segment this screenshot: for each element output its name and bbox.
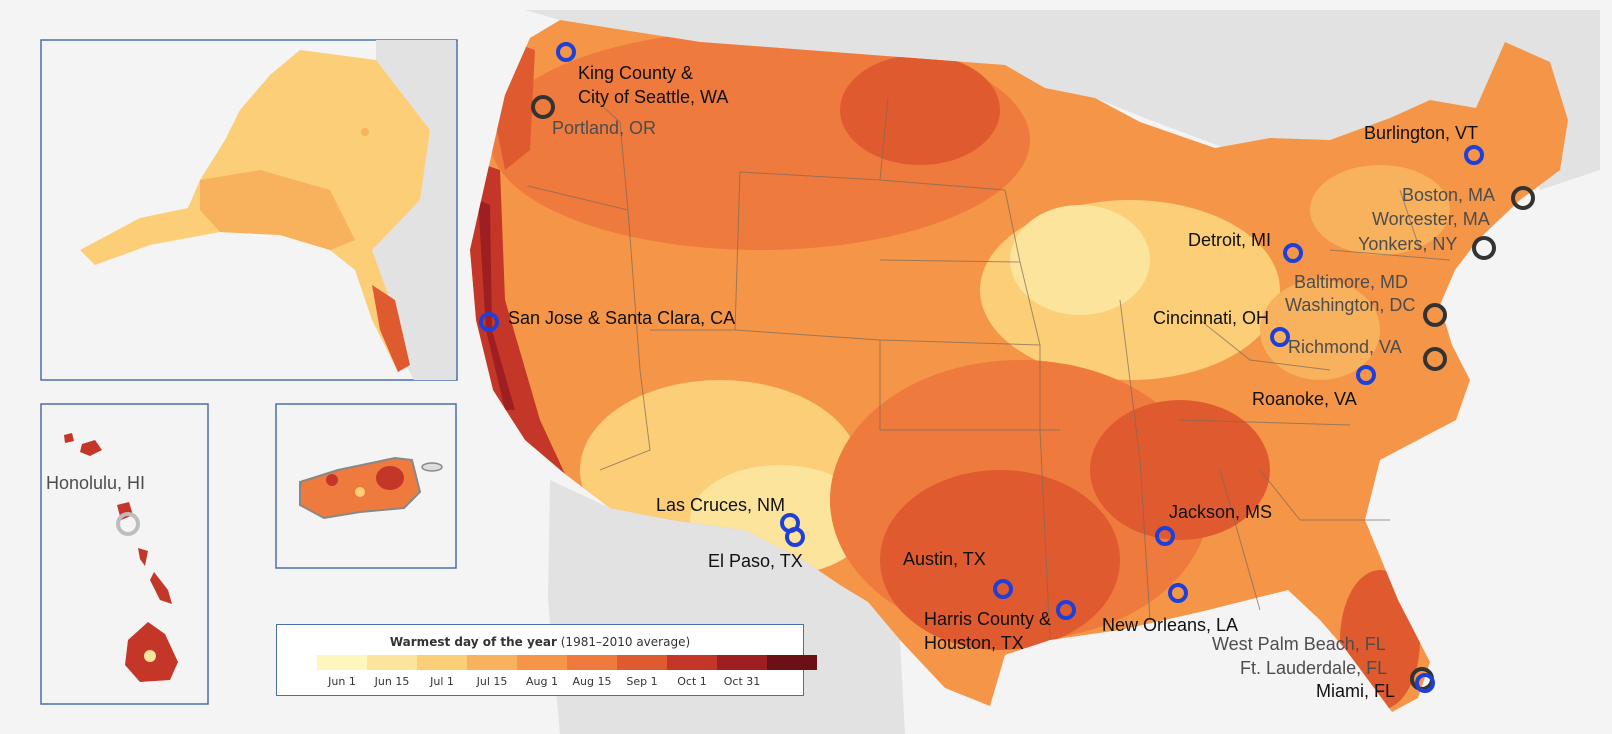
city-label: Burlington, VT [1364, 121, 1478, 145]
legend-tick-label: Jun 15 [374, 675, 410, 688]
legend-tick-label: Oct 1 [677, 675, 707, 688]
legend-tick-label: Sep 1 [626, 675, 658, 688]
legend-color-bar [317, 655, 817, 670]
city-marker-circle [556, 42, 576, 62]
legend-swatch [567, 655, 617, 670]
city-label: Baltimore, MD [1294, 270, 1408, 294]
city-label-line: El Paso, TX [708, 551, 803, 571]
city-marker-circle [1472, 236, 1496, 260]
city-label: Worcester, MA [1372, 207, 1490, 231]
legend-swatch [467, 655, 517, 670]
city-label: Jackson, MS [1169, 500, 1272, 524]
city-label: Detroit, MI [1188, 228, 1271, 252]
city-label-line: Baltimore, MD [1294, 272, 1409, 292]
legend-title-line: Warmest day of the year (1981–2010 avera… [277, 635, 803, 649]
city-marker-circle [1270, 327, 1290, 347]
city-marker-circle [531, 95, 555, 119]
city-label-line: San Jose & Santa Clara, CA [508, 308, 736, 328]
city-label-line: West Palm Beach, FL [1212, 634, 1386, 654]
city-label: Portland, OR [552, 116, 656, 140]
city-label-line: Ft. Lauderdale, FL [1240, 658, 1388, 678]
city-label-line: Worcester, MA [1372, 209, 1490, 229]
legend-swatch [667, 655, 717, 670]
city-label-line: Honolulu, HI [46, 473, 146, 493]
legend-subtitle: (1981–2010 average) [560, 635, 691, 649]
city-marker-circle [1168, 583, 1188, 603]
legend: Warmest day of the year (1981–2010 avera… [276, 624, 817, 696]
city-label-line: Detroit, MI [1188, 230, 1272, 250]
legend-title: Warmest day of the year [389, 635, 557, 649]
city-label: King County & City of Seattle, WA [578, 61, 728, 109]
legend-swatch [517, 655, 567, 670]
state-borders [527, 94, 1451, 641]
city-label: Las Cruces, NM [656, 493, 785, 517]
city-marker-circle [1356, 365, 1376, 385]
city-label-line: Boston, MA [1402, 185, 1496, 205]
city-label-line: New Orleans, LA [1102, 615, 1239, 635]
hawaii-inset [40, 403, 209, 705]
legend-tick-label: Aug 1 [526, 675, 558, 688]
city-label-line: City of Seattle, WA [578, 87, 729, 107]
city-marker-circle [1423, 347, 1447, 371]
legend-swatch [317, 655, 367, 670]
legend-swatch [617, 655, 667, 670]
city-marker-circle [479, 312, 499, 332]
city-marker-circle [116, 512, 140, 536]
city-label-line: Las Cruces, NM [656, 495, 786, 515]
legend-tick-label: Jun 1 [328, 675, 356, 688]
legend-tick-label: Oct 31 [723, 675, 761, 688]
puerto-rico-inset [275, 403, 457, 569]
city-label-line: Yonkers, NY [1358, 234, 1458, 254]
city-label: Miami, FL [1316, 679, 1395, 703]
city-label: Austin, TX [903, 547, 986, 571]
city-label: San Jose & Santa Clara, CA [508, 306, 735, 330]
city-label: Honolulu, HI [46, 471, 145, 495]
city-marker-circle [993, 579, 1013, 599]
city-label: El Paso, TX [708, 549, 803, 573]
legend-swatch [767, 655, 817, 670]
legend-swatch [717, 655, 767, 670]
legend-tick-label: Aug 15 [572, 675, 612, 688]
city-label: West Palm Beach, FL [1212, 632, 1386, 656]
city-label: New Orleans, LA [1102, 613, 1238, 637]
legend-tick-label: Jul 15 [476, 675, 508, 688]
legend-swatch [417, 655, 467, 670]
city-label: Washington, DC [1285, 293, 1415, 317]
city-label-line: Austin, TX [903, 549, 986, 569]
city-label-line: Burlington, VT [1364, 123, 1479, 143]
city-marker-circle [785, 527, 805, 547]
canada-land [525, 10, 1600, 190]
city-marker-circle [1423, 303, 1447, 327]
city-label-line: Richmond, VA [1288, 337, 1402, 357]
alaska-inset [40, 39, 458, 381]
city-label-line: Washington, DC [1285, 295, 1416, 315]
city-marker-circle [1056, 600, 1076, 620]
city-marker-circle [1283, 243, 1303, 263]
city-label-line: Harris County & [924, 609, 1052, 629]
city-marker-circle [1464, 145, 1484, 165]
city-label-line: Portland, OR [552, 118, 657, 138]
city-label-line: Jackson, MS [1169, 502, 1273, 522]
city-marker-circle [1415, 673, 1435, 693]
city-label: Cincinnati, OH [1153, 306, 1269, 330]
city-label: Boston, MA [1402, 183, 1495, 207]
city-label-line: Houston, TX [924, 633, 1024, 653]
city-label: Roanoke, VA [1252, 387, 1357, 411]
city-label: Yonkers, NY [1358, 232, 1457, 256]
city-label-line: Roanoke, VA [1252, 389, 1357, 409]
legend-swatch [367, 655, 417, 670]
city-label: Richmond, VA [1288, 335, 1402, 359]
city-marker-circle [1511, 186, 1535, 210]
legend-tick-label: Jul 1 [430, 675, 454, 688]
city-label-line: Miami, FL [1316, 681, 1396, 701]
city-label-line: Cincinnati, OH [1153, 308, 1270, 328]
city-label: Ft. Lauderdale, FL [1240, 656, 1387, 680]
city-label-line: King County & [578, 63, 694, 83]
city-label: Harris County & Houston, TX [924, 607, 1051, 655]
city-marker-circle [1155, 526, 1175, 546]
